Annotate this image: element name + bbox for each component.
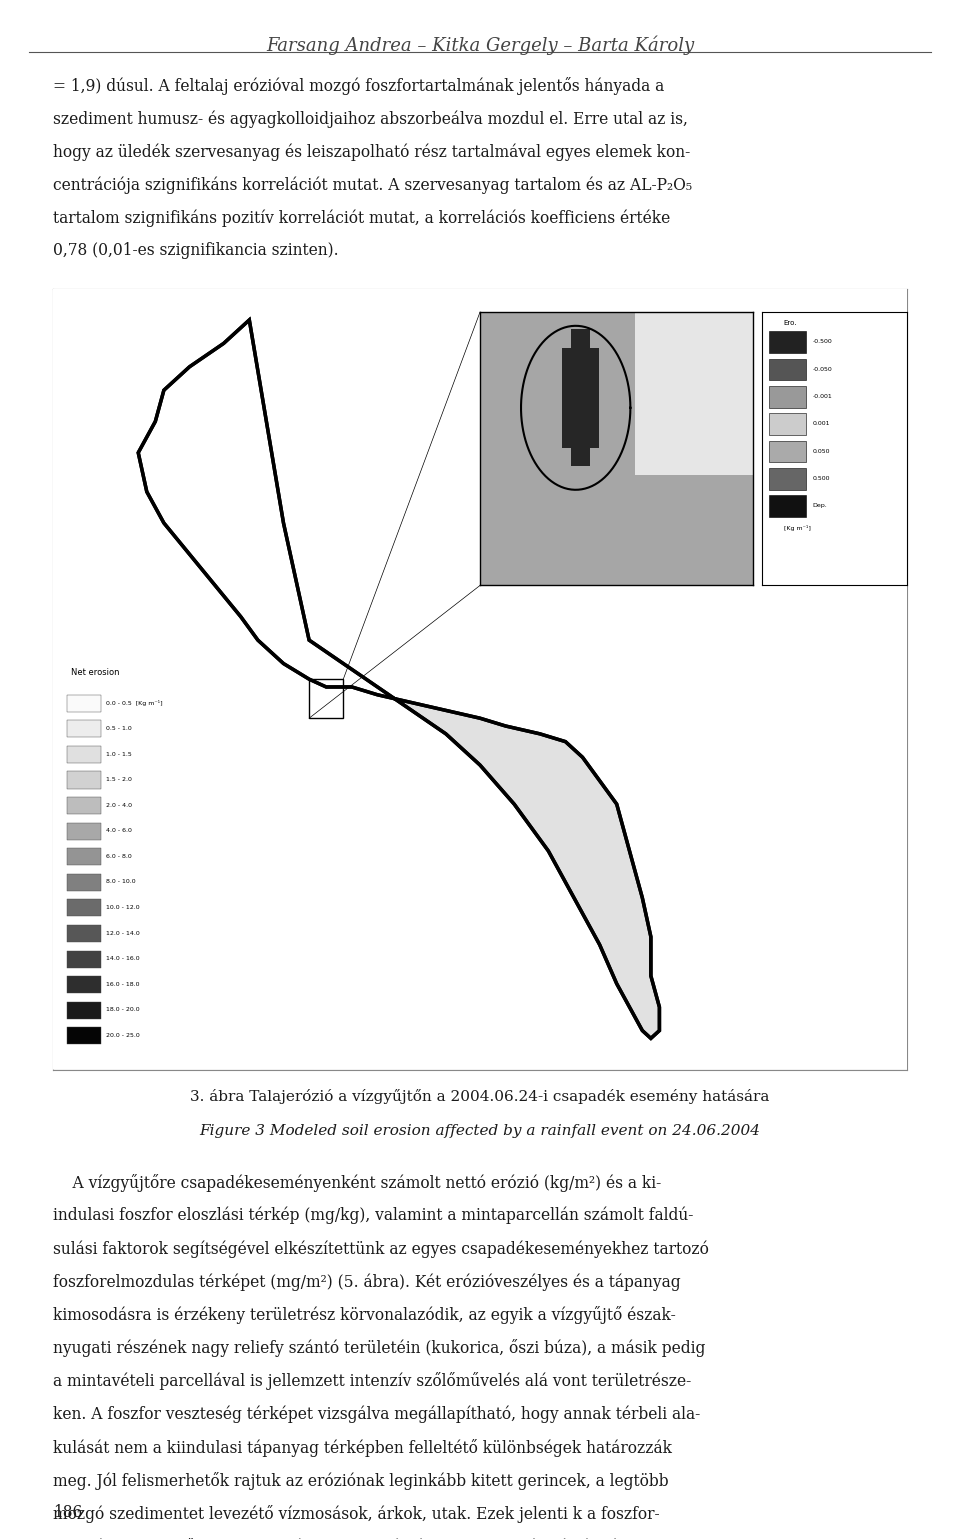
Text: Net erosion: Net erosion [71, 668, 119, 677]
Text: 500: 500 [268, 1010, 282, 1019]
Text: tartalom szignifikáns pozitív korrelációt mutat, a korrelációs koefficiens érték: tartalom szignifikáns pozitív korreláció… [53, 209, 670, 226]
Text: sulási faktorok segítségével elkészítettünk az egyes csapadékeseményekhez tartoz: sulási faktorok segítségével elkészített… [53, 1240, 708, 1257]
Text: hogy az üledék szervesanyag és leiszapolható rész tartalmával egyes elemek kon-: hogy az üledék szervesanyag és leiszapol… [53, 143, 690, 160]
Text: -0.500: -0.500 [813, 340, 832, 345]
Bar [67, 1027, 101, 1045]
Text: 0,78 (0,01-es szignifikancia szinten).: 0,78 (0,01-es szignifikancia szinten). [53, 242, 339, 260]
Bar [297, 1025, 318, 1039]
Bar [769, 440, 805, 462]
Text: Ero.: Ero. [783, 320, 797, 326]
Bar [67, 720, 101, 737]
Text: = 1,9) dúsul. A feltalaj erózióval mozgó foszfortartalmának jelentős hányada a: = 1,9) dúsul. A feltalaj erózióval mozgó… [53, 77, 664, 95]
Text: 4.0 - 6.0: 4.0 - 6.0 [107, 828, 132, 833]
Text: centrációja szignifikáns korrelációt mutat. A szervesanyag tartalom és az AL-P₂O: centrációja szignifikáns korrelációt mut… [53, 175, 692, 194]
Text: [Kg m⁻¹]: [Kg m⁻¹] [783, 525, 810, 531]
Bar [67, 694, 101, 711]
Text: -0.050: -0.050 [813, 366, 832, 372]
Text: 2.0 - 4.0: 2.0 - 4.0 [107, 803, 132, 808]
Text: 0.0 - 0.5  [Kg m⁻¹]: 0.0 - 0.5 [Kg m⁻¹] [107, 700, 163, 706]
Text: ken. A foszfor veszteség térképet vizsgálva megállapítható, hogy annak térbeli a: ken. A foszfor veszteség térképet vizsgá… [53, 1405, 700, 1424]
Text: 6.0 - 8.0: 6.0 - 8.0 [107, 854, 132, 859]
Bar [769, 331, 805, 352]
Bar [769, 414, 805, 436]
Bar [339, 1025, 360, 1039]
Text: Arc View: Arc View [521, 1040, 558, 1050]
Bar [67, 1002, 101, 1019]
Text: 1.5 - 2.0: 1.5 - 2.0 [107, 777, 132, 782]
Text: a mintavételi parcellával is jellemzett intenzív szőlőművelés alá vont területré: a mintavételi parcellával is jellemzett … [53, 1373, 691, 1390]
Text: meg. Jól felismerhetők rajtuk az eróziónak leginkább kitett gerincek, a legtöbb: meg. Jól felismerhetők rajtuk az erózión… [53, 1471, 668, 1490]
Bar [67, 925, 101, 942]
Text: -0.001: -0.001 [813, 394, 832, 399]
Text: szediment humusz- és agyagkolloidjaihoz abszorbeálva mozdul el. Erre utal az is,: szediment humusz- és agyagkolloidjaihoz … [53, 111, 687, 128]
Text: 8.0 - 10.0: 8.0 - 10.0 [107, 879, 136, 885]
Text: 10.0 - 12.0: 10.0 - 12.0 [107, 905, 140, 910]
Text: Dep.: Dep. [813, 503, 828, 508]
Text: Study area: Study area [796, 633, 845, 642]
Bar [769, 359, 805, 380]
Text: A vízgyűjtőre csapadékeseményenként számolt nettó erózió (kg/m²) és a ki-: A vízgyűjtőre csapadékeseményenként szám… [53, 1174, 661, 1191]
Bar [67, 874, 101, 891]
Text: 3. ábra Talajerózió a vízgyűjtőn a 2004.06.24-i csapadék esemény hatására: 3. ábra Talajerózió a vízgyűjtőn a 2004… [190, 1090, 770, 1105]
Bar [67, 797, 101, 814]
Bar [309, 679, 344, 719]
Text: 500: 500 [353, 1010, 368, 1019]
Bar [67, 771, 101, 788]
Text: 14.0 - 16.0: 14.0 - 16.0 [107, 956, 140, 962]
Text: 0: 0 [315, 1010, 320, 1019]
Bar [67, 848, 101, 865]
Text: Erosion 3D: Erosion 3D [538, 609, 587, 617]
Text: 0.050: 0.050 [813, 449, 830, 454]
Bar [769, 386, 805, 408]
Bar [67, 976, 101, 993]
Bar [318, 1025, 339, 1039]
Bar [67, 823, 101, 840]
Bar [67, 746, 101, 763]
Bar [275, 1025, 297, 1039]
Text: mozgó szedimentet levezétő vízmosások, árkok, utak. Ezek jelenti k a foszfor-: mozgó szedimentet levezétő vízmosások, á… [53, 1505, 660, 1522]
Text: Farsang Andrea – Kitka Gergely – Barta Károly: Farsang Andrea – Kitka Gergely – Barta K… [266, 35, 694, 55]
Text: Figure 3 Modeled soil erosion affected by a rainfall event on 24.06.2004: Figure 3 Modeled soil erosion affected b… [200, 1123, 760, 1139]
Text: 1000 meters: 1000 meters [412, 1010, 461, 1019]
Bar [67, 899, 101, 916]
Text: kulását nem a kiindulasi tápanyag térképben felleltétő különbségek határozzák: kulását nem a kiindulasi tápanyag térkép… [53, 1439, 672, 1456]
Bar [769, 496, 805, 517]
Text: 0.500: 0.500 [813, 476, 830, 482]
Text: foszforelmozdulas térképet (mg/m²) (5. ábra). Két erózióveszélyes és a tápanyag: foszforelmozdulas térképet (mg/m²) (5. á… [53, 1273, 681, 1291]
Bar [769, 468, 805, 489]
Text: 20.0 - 25.0: 20.0 - 25.0 [107, 1033, 140, 1037]
Text: 12.0 - 14.0: 12.0 - 14.0 [107, 931, 140, 936]
Text: 16.0 - 18.0: 16.0 - 18.0 [107, 982, 140, 986]
Text: 18.0 - 20.0: 18.0 - 20.0 [107, 1008, 140, 1013]
PathPatch shape [53, 289, 907, 1070]
Bar [67, 951, 101, 968]
Text: 186: 186 [53, 1504, 83, 1521]
Text: Cibulka catchment: Cibulka catchment [121, 343, 219, 354]
Text: 0.5 - 1.0: 0.5 - 1.0 [107, 726, 132, 731]
Text: kimosodásra is érzékeny területrész körvonalazódik, az egyik a vízgyűjtő észak-: kimosodásra is érzékeny területrész körv… [53, 1307, 676, 1324]
Text: 0.001: 0.001 [813, 422, 830, 426]
Text: nyugati részének nagy reliefy szántó területéin (kukorica, őszi búza), a másik p: nyugati részének nagy reliefy szántó ter… [53, 1339, 706, 1357]
Text: indulasi foszfor eloszlási térkép (mg/kg), valamint a mintaparcellán számolt fal: indulasi foszfor eloszlási térkép (mg/kg… [53, 1207, 693, 1225]
Text: 1.0 - 1.5: 1.0 - 1.5 [107, 751, 132, 757]
